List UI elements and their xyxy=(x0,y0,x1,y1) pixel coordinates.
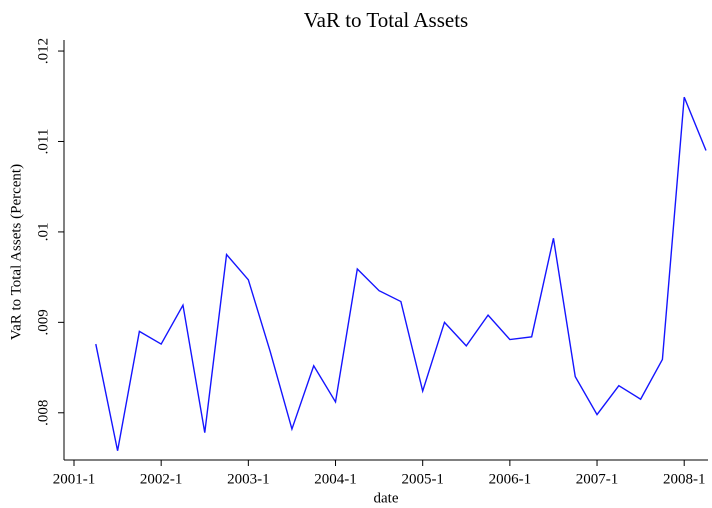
x-tick-label: 2006-1 xyxy=(489,471,532,487)
x-tick-label: 2002-1 xyxy=(140,471,183,487)
x-tick-label: 2005-1 xyxy=(401,471,444,487)
y-tick-label: .008 xyxy=(35,400,51,426)
y-tick-label: .009 xyxy=(35,309,51,335)
y-tick-label: .012 xyxy=(35,38,51,64)
x-axis-label: date xyxy=(374,490,399,506)
y-tick-label: .01 xyxy=(35,223,51,242)
y-tick-label: .011 xyxy=(35,129,51,155)
x-tick-label: 2008-1 xyxy=(663,471,706,487)
x-tick-label: 2003-1 xyxy=(227,471,270,487)
x-tick-label: 2007-1 xyxy=(576,471,619,487)
x-tick-label: 2001-1 xyxy=(53,471,96,487)
data-line xyxy=(95,96,707,451)
y-axis-label: VaR to Total Assets (Percent) xyxy=(8,164,24,340)
chart-title: VaR to Total Assets xyxy=(304,8,468,32)
x-tick-label: 2004-1 xyxy=(314,471,357,487)
